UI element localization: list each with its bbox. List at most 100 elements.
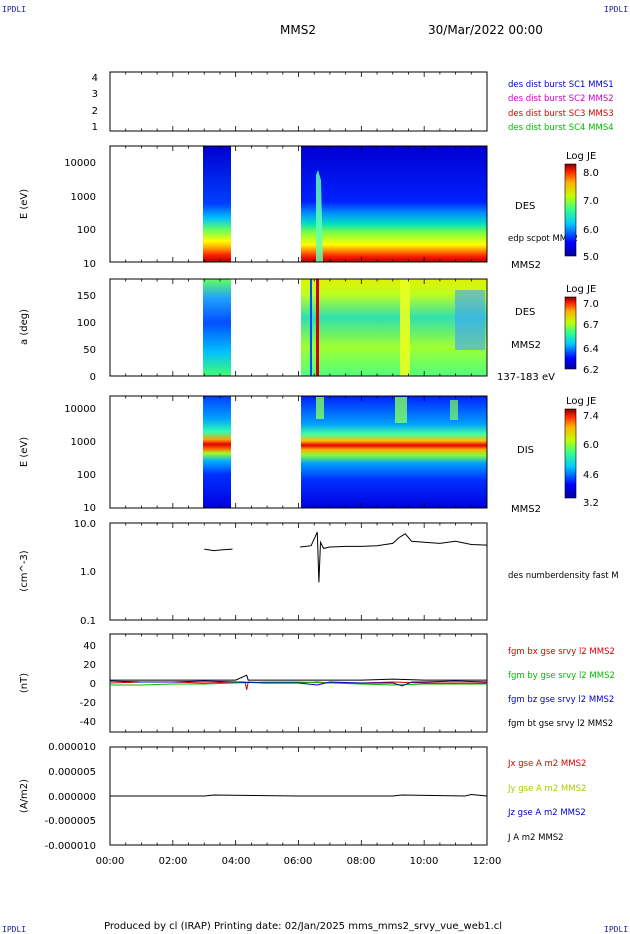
corner-mark-br: IPDLI: [604, 925, 628, 934]
des-pitch-cbar-tick: 6.2: [583, 365, 599, 376]
bfield-ytick: 0: [90, 679, 96, 690]
bfield-legend-bt: fgm bt gse srvy l2 MMS2: [508, 719, 613, 729]
time-tick-label: 02:00: [159, 856, 188, 867]
bfield-series-line: [109, 680, 488, 687]
bfield-legend-bx: fgm bx gse srvy l2 MMS2: [508, 647, 615, 657]
des-energy-ytick: 10: [83, 259, 96, 270]
panel-density-frame: [109, 522, 488, 621]
des-pitch-cbar-tick: 7.0: [583, 299, 599, 310]
time-tick-label: 12:00: [473, 856, 502, 867]
burst-legend-mms4: des dist burst SC4 MMS4: [508, 123, 614, 133]
dis-energy-colorbar-title: Log JE: [566, 396, 596, 407]
panel-burst: 4 3 2 1 des dist burst SC1 MMS1 des dist…: [92, 71, 614, 133]
dis-energy-ytick: 10000: [64, 404, 96, 415]
dis-energy-ylabel: E (eV): [19, 437, 30, 467]
current-legend-jx: Jx gse A m2 MMS2: [507, 759, 586, 769]
density-series-line: [300, 531, 488, 583]
dis-energy-patch: [395, 397, 407, 423]
des-pitch-ylabel: a (deg): [19, 309, 30, 345]
corner-mark-bl: IPDLI: [2, 925, 26, 934]
bfield-ytick: -20: [80, 698, 96, 709]
panel-density: (cm^-3) 10.0 1.0 0.1 des numberdensity f…: [19, 519, 619, 627]
dis-energy-ytick: 10: [83, 503, 96, 514]
des-energy-cbar-tick: 5.0: [583, 252, 599, 263]
panel-des-pitch: a (deg) 150 100 50 0 DES MMS2 137-183 eV…: [19, 278, 599, 383]
burst-ytick: 4: [92, 73, 98, 84]
density-ytick: 1.0: [80, 567, 96, 578]
bfield-legend-bz: fgm bz gse srvy l2 MMS2: [508, 695, 614, 705]
time-tick-label: 06:00: [284, 856, 313, 867]
des-pitch-stripe: [310, 279, 312, 376]
des-energy-scpot-label: edp scpot MMS2: [508, 234, 578, 244]
density-series-line: [204, 548, 233, 552]
current-ytick: 0.000000: [48, 792, 96, 803]
des-energy-ytick: 10000: [64, 158, 96, 169]
des-pitch-stripe: [400, 279, 410, 376]
bfield-ytick: 40: [83, 641, 96, 652]
dis-energy-cbar-tick: 6.0: [583, 440, 599, 451]
current-legend-jz: Jz gse A m2 MMS2: [507, 808, 586, 818]
corner-mark-tl: IPDLI: [2, 5, 26, 14]
corner-mark-tr: IPDLI: [604, 5, 628, 14]
bfield-ytick: 20: [83, 660, 96, 671]
density-ytick: 10.0: [74, 519, 96, 530]
plot-datetime: 30/Mar/2022 00:00: [428, 23, 543, 37]
panel-current: (A/m2) 0.000010 0.000005 0.000000 -0.000…: [19, 742, 586, 852]
des-energy-colorbar-title: Log JE: [566, 151, 596, 162]
bfield-series-line: [110, 681, 487, 686]
dis-energy-cbar-tick: 7.4: [583, 411, 599, 422]
des-pitch-energy-range: 137-183 eV: [497, 372, 555, 383]
current-legend-j: J A m2 MMS2: [507, 833, 564, 843]
dis-energy-colorbar: [564, 408, 577, 499]
bfield-ytick: -40: [80, 717, 96, 728]
dis-energy-patch: [450, 400, 458, 420]
time-tick-label: 10:00: [410, 856, 439, 867]
des-energy-ylabel: E (eV): [19, 189, 30, 219]
des-pitch-stripe: [316, 279, 319, 376]
des-pitch-stripe: [455, 290, 485, 350]
dis-energy-cbar-tick: 4.6: [583, 470, 599, 481]
axis-tick-marks: [109, 72, 488, 845]
des-pitch-ytick: 50: [83, 345, 96, 356]
panel-burst-frame: [109, 71, 488, 132]
des-energy-cbar-tick: 7.0: [583, 196, 599, 207]
bfield-ylabel: (nT): [19, 673, 30, 693]
dis-energy-block-2: [301, 396, 487, 508]
current-ytick: -0.000010: [45, 841, 96, 852]
spacecraft-label: MMS2: [280, 23, 316, 37]
current-legend-jy: Jy gse A m2 MMS2: [507, 784, 586, 794]
dis-energy-ytick: 1000: [71, 437, 96, 448]
burst-legend-mms3: des dist burst SC3 MMS3: [508, 109, 614, 119]
des-pitch-ytick: 150: [77, 291, 96, 302]
des-pitch-colorbar-title: Log JE: [566, 284, 596, 295]
density-legend: des numberdensity fast M: [508, 571, 619, 581]
dis-energy-species: DIS: [517, 445, 534, 456]
bfield-legend-by: fgm by gse srvy l2 MMS2: [508, 671, 615, 681]
burst-legend-mms1: des dist burst SC1 MMS1: [508, 80, 614, 90]
des-energy-ytick: 1000: [71, 192, 96, 203]
burst-ytick: 2: [92, 106, 98, 117]
density-ylabel: (cm^-3): [19, 550, 30, 591]
des-energy-species: DES: [515, 201, 535, 212]
des-energy-colorbar: [564, 163, 577, 257]
panel-dis-energy: E (eV) 10000 1000 100 10 DIS MMS2 Log JE…: [19, 395, 599, 515]
des-pitch-cbar-tick: 6.4: [583, 344, 599, 355]
des-energy-block-2: [301, 146, 487, 262]
dis-energy-patch: [316, 397, 324, 419]
dis-energy-sc: MMS2: [511, 504, 541, 515]
des-energy-cbar-tick: 8.0: [583, 168, 599, 179]
dis-energy-block-1: [203, 396, 231, 508]
des-pitch-cbar-tick: 6.7: [583, 320, 599, 331]
des-pitch-ytick: 100: [77, 318, 96, 329]
des-energy-sc: MMS2: [511, 260, 541, 271]
current-ytick: -0.000005: [45, 816, 96, 827]
current-series-line: [110, 793, 488, 797]
current-ytick: 0.000005: [48, 767, 96, 778]
density-ytick: 0.1: [80, 616, 96, 627]
des-pitch-ytick: 0: [90, 372, 96, 383]
footer-credit: Produced by cl (IRAP) Printing date: 02/…: [104, 921, 502, 932]
panel-des-energy: E (eV) 10000 1000 100 10 DES edp scpot M…: [19, 145, 599, 271]
dis-energy-ytick: 100: [77, 470, 96, 481]
des-energy-block-1: [203, 146, 231, 262]
des-pitch-sc: MMS2: [511, 340, 541, 351]
